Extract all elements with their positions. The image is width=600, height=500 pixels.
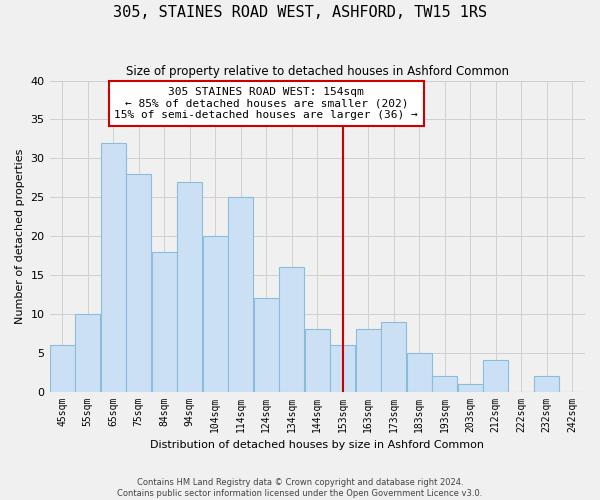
Bar <box>203 236 228 392</box>
Bar <box>101 143 126 392</box>
Text: Contains HM Land Registry data © Crown copyright and database right 2024.
Contai: Contains HM Land Registry data © Crown c… <box>118 478 482 498</box>
Bar <box>330 345 355 392</box>
Text: 305, STAINES ROAD WEST, ASHFORD, TW15 1RS: 305, STAINES ROAD WEST, ASHFORD, TW15 1R… <box>113 5 487 20</box>
Bar <box>75 314 100 392</box>
Bar <box>356 330 381 392</box>
Bar <box>279 267 304 392</box>
Bar <box>381 322 406 392</box>
Bar <box>407 352 432 392</box>
Text: 305 STAINES ROAD WEST: 154sqm
← 85% of detached houses are smaller (202)
15% of : 305 STAINES ROAD WEST: 154sqm ← 85% of d… <box>115 87 418 120</box>
Title: Size of property relative to detached houses in Ashford Common: Size of property relative to detached ho… <box>126 65 509 78</box>
Bar <box>534 376 559 392</box>
Bar <box>126 174 151 392</box>
Bar <box>152 252 177 392</box>
X-axis label: Distribution of detached houses by size in Ashford Common: Distribution of detached houses by size … <box>150 440 484 450</box>
Bar <box>432 376 457 392</box>
Bar <box>305 330 330 392</box>
Bar <box>177 182 202 392</box>
Bar <box>483 360 508 392</box>
Bar <box>254 298 279 392</box>
Bar <box>228 197 253 392</box>
Y-axis label: Number of detached properties: Number of detached properties <box>15 148 25 324</box>
Bar <box>458 384 483 392</box>
Bar <box>50 345 75 392</box>
